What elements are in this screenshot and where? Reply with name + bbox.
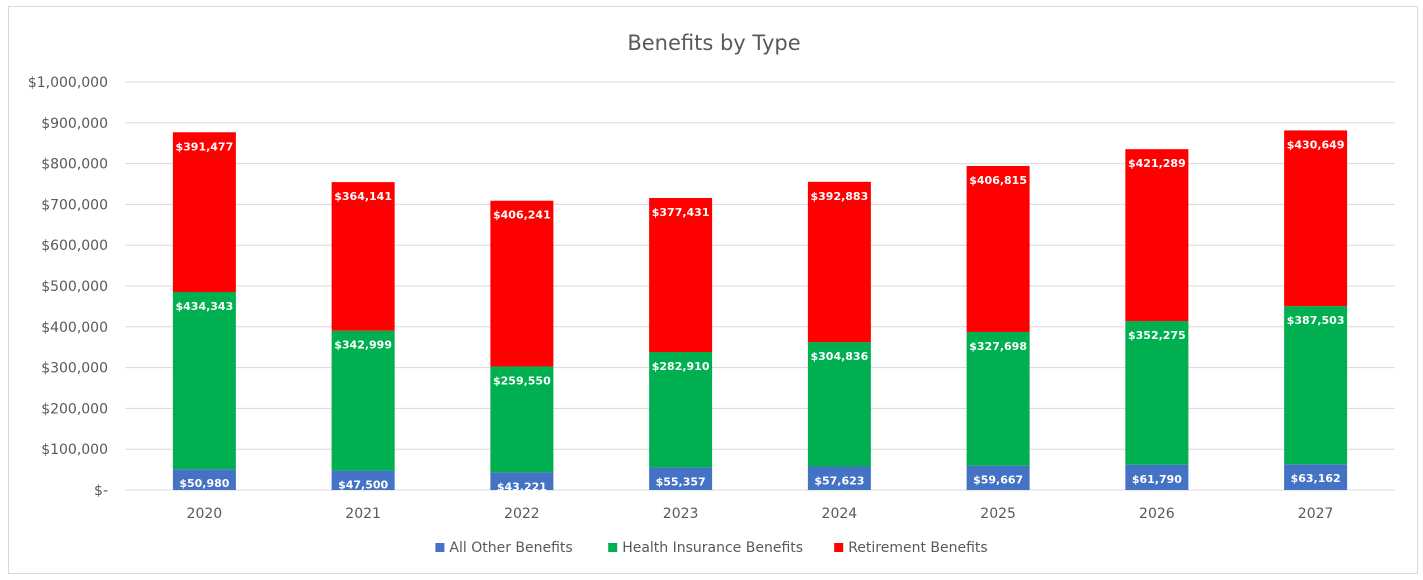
y-tick-label: $400,000 (41, 320, 108, 336)
y-tick-label: $600,000 (41, 238, 108, 254)
bar-segment (807, 466, 871, 490)
data-label: $421,289 (1128, 157, 1186, 170)
data-label: $392,883 (810, 190, 868, 203)
legend-swatch (435, 543, 445, 552)
y-tick-label: $200,000 (41, 401, 108, 417)
x-tick-label: 2026 (1139, 506, 1175, 522)
data-label: $304,836 (810, 350, 868, 363)
bar-segment (1125, 464, 1189, 490)
bar-segment (966, 331, 1030, 466)
y-tick-label: $700,000 (41, 197, 108, 213)
x-tick-label: 2025 (980, 506, 1016, 522)
bar-segment (649, 351, 713, 468)
data-label: $406,241 (493, 209, 551, 222)
bar-segment (1284, 306, 1348, 465)
gridlines (125, 81, 1395, 491)
bar-segment (490, 472, 554, 490)
bar-segment (172, 469, 236, 490)
bar-segment (172, 291, 236, 470)
data-label: $47,500 (338, 479, 388, 492)
data-label: $61,790 (1132, 473, 1182, 486)
data-labels: $50,980 $434,343 $391,477 $47,500 $342,999 $3… (175, 138, 1344, 493)
bar-segment (1284, 130, 1348, 307)
x-tick-label: 2021 (345, 506, 381, 522)
data-label: $327,698 (969, 340, 1027, 353)
bar-segment (807, 342, 871, 467)
data-label: $43,221 (497, 480, 547, 493)
bar-segment (172, 132, 236, 292)
bar-segment (649, 197, 713, 352)
y-axis-ticks: $- $100,000 $200,000 $300,000 $400,000 $500,0… (28, 75, 108, 499)
y-tick-label: $1,000,000 (28, 75, 108, 91)
data-label: $430,649 (1287, 138, 1345, 151)
legend-swatch (608, 543, 618, 552)
bar-segment (966, 465, 1030, 490)
x-tick-label: 2027 (1298, 506, 1334, 522)
data-label: $377,431 (652, 206, 710, 219)
data-label: $387,503 (1287, 314, 1345, 327)
data-label: $59,667 (973, 474, 1023, 487)
y-tick-label: $900,000 (41, 116, 108, 132)
bar-segment (490, 200, 554, 367)
legend-label: All Other Benefits (449, 540, 572, 556)
data-label: $406,815 (969, 174, 1027, 187)
y-tick-label: $800,000 (41, 157, 108, 173)
bar-segment (1125, 321, 1189, 465)
data-label: $259,550 (493, 374, 551, 387)
bar-segment (649, 467, 713, 490)
bar-segment (331, 182, 395, 331)
bar-segment (966, 165, 1030, 332)
data-label: $55,357 (656, 475, 706, 488)
legend-label: Retirement Benefits (848, 540, 988, 556)
legend-label: Health Insurance Benefits (622, 540, 803, 556)
data-label: $352,275 (1128, 329, 1186, 342)
data-label: $434,343 (175, 300, 233, 313)
x-axis-ticks: 2020 2021 2022 2023 2024 2025 2026 2027 (187, 506, 1334, 522)
data-label: $50,980 (179, 477, 229, 490)
bar-segment (807, 181, 871, 343)
bars (172, 130, 1348, 490)
bar-segment (490, 366, 554, 473)
data-label: $391,477 (175, 140, 233, 153)
x-tick-label: 2023 (663, 506, 699, 522)
y-tick-label: $- (94, 483, 108, 499)
data-label: $57,623 (814, 474, 864, 487)
data-label: $364,141 (334, 190, 392, 203)
data-label: $63,162 (1291, 472, 1341, 485)
legend-swatch (834, 543, 844, 552)
bar-segment (1125, 149, 1189, 322)
x-tick-label: 2024 (822, 506, 858, 522)
chart-title: Benefits by Type (627, 31, 800, 55)
bar-segment (331, 470, 395, 490)
bar-segment (331, 330, 395, 471)
legend: All Other Benefits Health Insurance Benef… (435, 540, 988, 556)
x-tick-label: 2022 (504, 506, 540, 522)
bar-segment (1284, 464, 1348, 490)
x-tick-label: 2020 (187, 506, 223, 522)
y-tick-label: $300,000 (41, 361, 108, 377)
y-tick-label: $100,000 (41, 442, 108, 458)
data-label: $282,910 (652, 360, 710, 373)
y-tick-label: $500,000 (41, 279, 108, 295)
data-label: $342,999 (334, 339, 392, 352)
